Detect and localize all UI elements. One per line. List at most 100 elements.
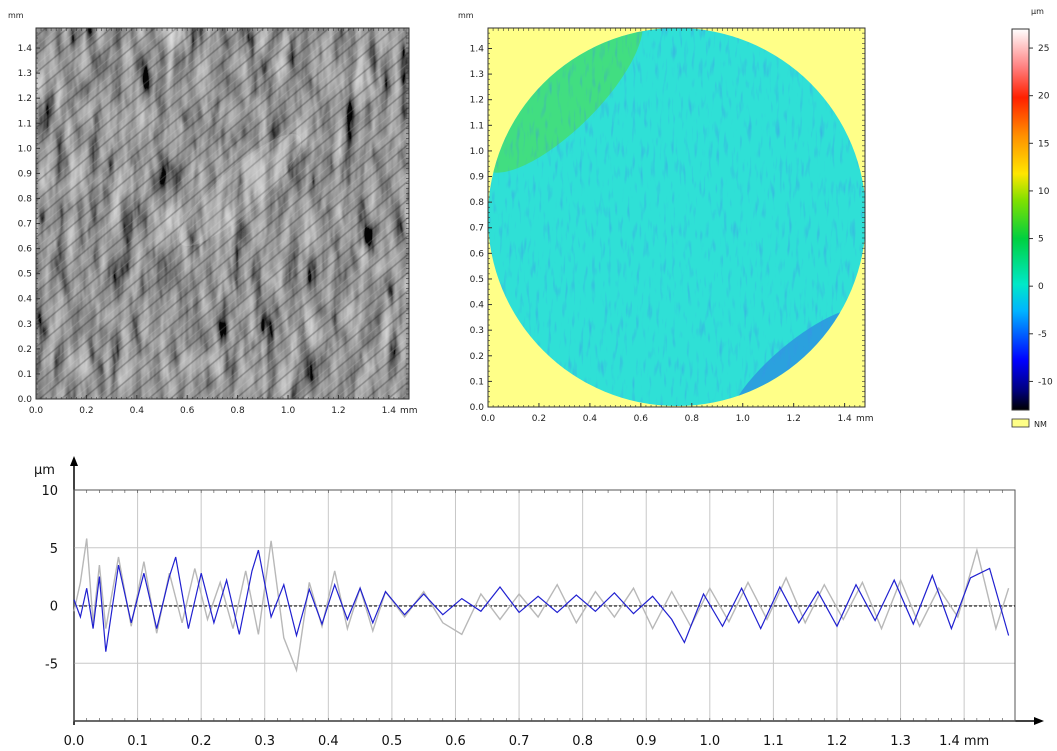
y-tick-label: 0.9 [18, 169, 33, 179]
intensity-y-unit: mm [8, 11, 24, 20]
profile-x-tick-label: 0.2 [191, 734, 212, 749]
x-unit-label: mm [856, 414, 874, 424]
y-tick-label: 0.6 [18, 245, 33, 255]
y-tick-label: 0.4 [18, 295, 33, 305]
y-tick-label: 0.1 [18, 370, 32, 380]
x-tick-label: 1.0 [281, 406, 296, 416]
x-tick-label: 0.6 [180, 406, 195, 416]
y-tick-label: 1.1 [470, 121, 484, 131]
x-tick-label: 1.0 [736, 414, 751, 424]
x-tick-label: 0.8 [685, 414, 700, 424]
profile-x-tick-label: 1.3 [890, 734, 911, 749]
height-y-unit: mm [458, 11, 474, 20]
y-tick-label: 0.5 [470, 275, 484, 285]
x-tick-label: 1.4 [382, 406, 397, 416]
y-tick-label: 0.4 [470, 301, 485, 311]
profile-x-tick-label: 1.2 [827, 734, 848, 749]
colorbar-tick-label: 5 [1038, 235, 1044, 245]
profile-x-tick-label: 0.6 [445, 734, 466, 749]
y-tick-label: 1.0 [470, 147, 485, 157]
colorbar-tick-label: -10 [1038, 377, 1053, 387]
profile-x-arrowhead [1034, 717, 1044, 725]
profile-x-tick-label: 1.0 [699, 734, 720, 749]
profile-series-gray [73, 538, 1010, 673]
profile-x-tick-label: 0.3 [254, 734, 275, 749]
x-tick-label: 0.0 [481, 414, 496, 424]
nm-swatch [1011, 418, 1030, 428]
y-tick-label: 0.7 [470, 224, 484, 234]
y-tick-label: 1.1 [18, 119, 32, 129]
profile-x-tick-label: 0.8 [572, 734, 593, 749]
y-tick-label: 0.3 [470, 326, 484, 336]
profile-y-tick-label: 5 [50, 542, 58, 557]
profile-x-axis: 0.0 0.1 0.2 0.3 0.4 0.5 0.6 0.7 0.8 0.9 1.0 1.1 1.2 1… [64, 734, 990, 749]
intensity-panel: mm 0.0 0.1 0.2 0.3 0.4 0.5 0.6 0.7 0.8 0.9 1.0 1.1 1… [8, 11, 418, 416]
colorbar-tick-label: 20 [1038, 92, 1050, 102]
profile-x-tick-label: 0.9 [636, 734, 657, 749]
colorbar-tick-label: 15 [1038, 139, 1049, 149]
profile-x-tick-label: 0.4 [318, 734, 339, 749]
x-tick-label: 0.4 [583, 414, 598, 424]
profile-y-tick-label: 0 [50, 600, 58, 615]
profile-panel: µm 10 5 0 -5 0.0 0.1 0.2 0.3 0.4 0.5 0.6 0.7 0.8 0.9… [34, 456, 1044, 749]
intensity-bright-band [178, 134, 302, 246]
profile-y-arrowhead [70, 456, 78, 466]
profile-series-blue [73, 549, 1010, 652]
x-tick-label: 0.2 [532, 414, 546, 424]
profile-y-tick-label: -5 [45, 657, 58, 672]
colorbar-tick-label: 25 [1038, 44, 1049, 54]
colorbar-tick-label: -5 [1038, 330, 1047, 340]
profile-series [73, 538, 1010, 673]
y-tick-label: 0.8 [470, 198, 485, 208]
colorbar-ticks: 25 20 15 10 5 0 -5 -10 [1029, 44, 1053, 387]
profile-y-axis: 10 5 0 -5 [41, 484, 58, 672]
y-tick-label: 0.8 [18, 194, 33, 204]
colorbar-tick-label: 0 [1038, 282, 1044, 292]
x-tick-label: 0.4 [130, 406, 145, 416]
y-tick-label: 0.0 [18, 395, 33, 405]
colorbar-gradient [1011, 28, 1030, 411]
profile-x-tick-label: 0.0 [64, 734, 85, 749]
intensity-image-streaks [36, 28, 409, 399]
y-tick-label: 0.7 [18, 220, 32, 230]
y-tick-label: 0.0 [470, 403, 485, 413]
y-tick-label: 1.3 [18, 69, 32, 79]
y-tick-label: 0.6 [470, 249, 485, 259]
x-tick-label: 0.2 [79, 406, 93, 416]
x-unit-label: mm [400, 406, 418, 416]
profile-x-tick-label: 0.5 [382, 734, 403, 749]
x-tick-label: 1.4 [837, 414, 852, 424]
y-tick-label: 1.3 [470, 70, 484, 80]
colorbar-unit: µm [1031, 7, 1044, 16]
intensity-minor-ticks [35, 27, 410, 400]
y-tick-label: 0.3 [18, 320, 32, 330]
height-minor-ticks [487, 27, 866, 408]
profile-x-tick-label: 0.7 [509, 734, 530, 749]
y-tick-label: 0.5 [18, 270, 32, 280]
y-tick-label: 1.4 [470, 44, 485, 54]
colorbar-tick-label: 10 [1038, 187, 1050, 197]
y-tick-label: 0.1 [470, 377, 484, 387]
y-tick-label: 1.2 [18, 94, 32, 104]
profile-y-unit: µm [34, 463, 55, 478]
x-tick-label: 1.2 [787, 414, 801, 424]
y-tick-label: 1.4 [18, 44, 33, 54]
height-map-panel: mm 0.0 0.1 0.2 0.3 0.4 0.5 0.6 0.7 0.8 0.9 1.0 1.1 1… [458, 11, 874, 424]
y-tick-label: 1.2 [470, 96, 484, 106]
x-tick-label: 1.2 [331, 406, 345, 416]
y-tick-label: 0.2 [18, 345, 32, 355]
y-tick-label: 1.0 [18, 144, 33, 154]
y-tick-label: 0.2 [470, 352, 484, 362]
profile-x-tick-label: 1.4 mm [939, 734, 989, 749]
x-tick-label: 0.0 [29, 406, 44, 416]
profile-x-tick-label: 0.1 [127, 734, 148, 749]
nm-label: NM [1034, 420, 1047, 429]
y-tick-label: 0.9 [470, 173, 485, 183]
x-tick-label: 0.8 [230, 406, 245, 416]
profile-x-tick-label: 1.1 [763, 734, 784, 749]
profile-y-tick-label: 10 [41, 484, 58, 499]
colorbar: µm 25 20 15 10 5 0 -5 -10 NM [1011, 7, 1053, 429]
x-tick-label: 0.6 [634, 414, 649, 424]
height-y-axis: 0.0 0.1 0.2 0.3 0.4 0.5 0.6 0.7 0.8 0.9 1.0 1.1 1.2 1… [470, 44, 492, 413]
